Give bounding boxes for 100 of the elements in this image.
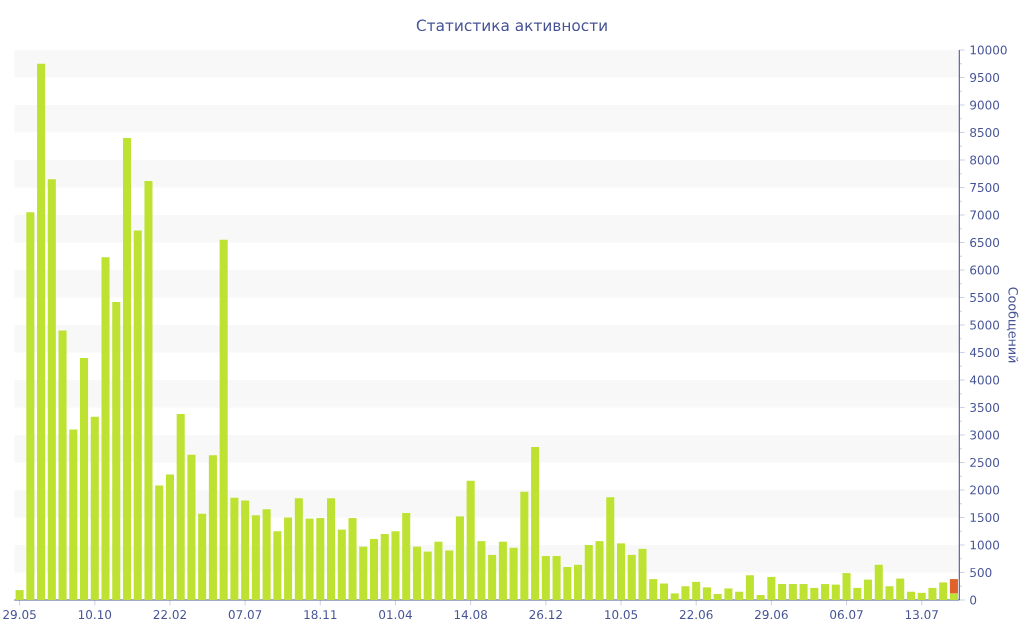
y-tick-label: 9000 <box>970 100 1000 110</box>
x-tick-label: 22.02 <box>153 610 186 620</box>
bar <box>917 592 926 600</box>
bar <box>778 584 787 600</box>
bar <box>767 576 776 600</box>
chart-title: Статистика активности <box>416 19 607 32</box>
bar <box>584 545 593 600</box>
bar <box>412 546 421 600</box>
bar <box>369 538 379 600</box>
bar <box>112 301 121 600</box>
bar <box>230 497 239 600</box>
bar <box>122 137 132 600</box>
bar <box>477 541 486 600</box>
y-tick-label: 8000 <box>970 155 1000 165</box>
y-tick-label: 9500 <box>970 72 1000 83</box>
bar <box>949 579 958 594</box>
bar <box>466 480 475 600</box>
bar <box>949 593 958 600</box>
y-axis-title: Сообщений <box>1006 287 1019 363</box>
y-tick-label: 1000 <box>970 540 1000 550</box>
x-tick-label: 01.04 <box>379 610 412 620</box>
y-tick-label: 3500 <box>970 402 1000 413</box>
x-tick-label: 14.08 <box>454 610 488 620</box>
x-tick-label: 29.05 <box>3 610 36 620</box>
bar <box>101 257 110 600</box>
bar <box>799 584 808 600</box>
bar <box>874 564 883 600</box>
bar <box>498 541 507 600</box>
y-tick-label: 5000 <box>970 320 1000 330</box>
bar <box>649 579 658 600</box>
bar <box>133 230 142 600</box>
bar <box>692 581 701 600</box>
bar <box>198 513 207 600</box>
y-tick-label: 10000 <box>970 45 1007 55</box>
bar <box>176 414 185 600</box>
bar <box>885 586 894 600</box>
bar <box>391 531 400 600</box>
bar <box>724 588 733 600</box>
bar <box>552 556 561 600</box>
bar <box>488 554 497 600</box>
bar <box>15 590 24 600</box>
bar <box>316 518 325 600</box>
x-tick-label: 22.06 <box>679 610 713 620</box>
bar <box>574 564 583 600</box>
bar <box>520 491 529 600</box>
bar <box>627 554 636 600</box>
bar <box>638 548 647 600</box>
bar <box>928 587 937 600</box>
bar <box>348 518 357 600</box>
bar <box>541 556 550 600</box>
bar <box>606 497 615 600</box>
bar <box>616 543 626 600</box>
bar <box>90 416 99 600</box>
y-tick-label: 7500 <box>970 182 1000 193</box>
x-tick-label: 06.07 <box>830 610 863 620</box>
x-tick-label: 29.06 <box>755 610 788 620</box>
bar <box>745 575 754 600</box>
bar <box>58 330 67 600</box>
bar <box>896 578 905 600</box>
y-tick-label: 500 <box>970 567 992 578</box>
x-tick-label: 10.10 <box>78 610 112 620</box>
bar <box>659 583 668 600</box>
bar <box>563 567 572 600</box>
y-tick-label: 3000 <box>970 430 1000 440</box>
bar <box>187 454 196 600</box>
bar <box>80 358 89 600</box>
bar <box>735 591 744 600</box>
bar <box>842 573 851 600</box>
bar <box>155 485 164 600</box>
bar <box>219 239 228 600</box>
x-tick-label: 07.07 <box>228 610 262 620</box>
x-tick-label: 13.07 <box>905 610 938 620</box>
bar <box>713 593 722 600</box>
bar <box>788 584 797 600</box>
bar <box>262 509 271 600</box>
y-tick-label: 6500 <box>970 237 1000 248</box>
bar <box>906 591 915 600</box>
bar <box>208 455 217 600</box>
bar <box>853 587 862 600</box>
bar <box>337 529 346 600</box>
bar <box>305 518 314 600</box>
bar <box>821 584 830 600</box>
bar <box>939 582 948 600</box>
bar <box>47 179 56 600</box>
y-tick-label: 6000 <box>970 265 1000 275</box>
bar <box>455 516 464 600</box>
bar <box>241 500 250 600</box>
bar <box>26 212 35 600</box>
bar <box>681 586 690 600</box>
y-tick-label: 4500 <box>969 347 1000 358</box>
x-tick-label: 10.05 <box>605 610 638 620</box>
x-tick-label: 26.12 <box>529 610 562 620</box>
y-tick-label: 0 <box>970 595 977 605</box>
bar <box>273 531 282 600</box>
bar <box>69 429 78 600</box>
bar <box>863 579 873 600</box>
bar <box>327 498 336 600</box>
y-tick-label: 7000 <box>970 210 1000 220</box>
bar <box>284 517 293 600</box>
bar <box>37 63 46 600</box>
